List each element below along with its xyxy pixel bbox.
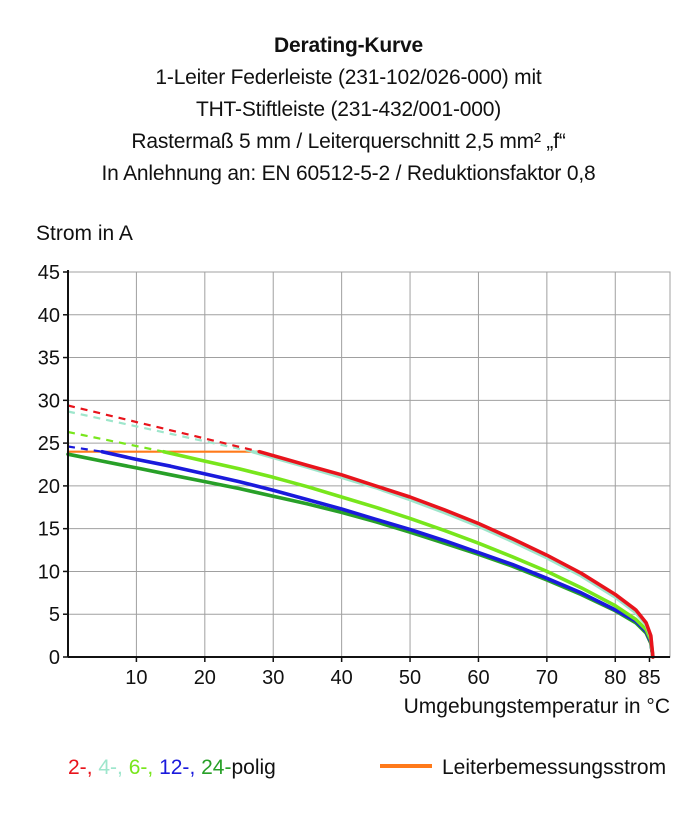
x-tick-label: 10 [125, 667, 147, 689]
chart-subtitle-line-4: In Anlehnung an: EN 60512-5-2 / Reduktio… [101, 162, 596, 185]
x-tick-label: 30 [262, 667, 284, 689]
legend-pole-text: , [147, 756, 160, 779]
series-line-4-polig [250, 449, 655, 659]
legend-pole-text: , [189, 756, 202, 779]
y-tick-label: 35 [38, 348, 60, 370]
legend-poles: 2-, 4-, 6-, 12-, 24-polig [68, 756, 276, 780]
y-axis-label: Strom in A [36, 222, 133, 245]
x-tick-label: 80 [604, 667, 626, 689]
series-line-6-polig [162, 449, 655, 659]
y-tick-label: 5 [49, 604, 60, 626]
y-tick-label: 45 [38, 262, 60, 284]
series-dashed-4-polig [67, 410, 253, 453]
y-tick-label: 0 [49, 647, 60, 669]
series-line-2-polig [257, 449, 655, 659]
legend-pole-text: 2- [68, 756, 87, 779]
series-dashed-12-polig [67, 445, 103, 453]
chart-title-block: Derating-Kurve 1-Leiter Federleiste (231… [0, 30, 697, 190]
y-tick-label: 30 [38, 390, 60, 412]
series-layer [66, 404, 655, 659]
legend-pole-text: 6- [128, 756, 148, 779]
chart-subtitle-line-2: THT-Stiftleiste (231-432/001-000) [195, 98, 502, 121]
legend-rated-label: Leiterbemessungsstrom [442, 756, 667, 779]
legend-pole-text: , [86, 756, 99, 779]
y-tick-label: 20 [38, 476, 60, 498]
series-line-12-polig [100, 449, 655, 659]
series-dashed-6-polig [67, 430, 165, 453]
legend-pole-text: 12- [159, 756, 190, 779]
x-tick-label: 20 [194, 667, 216, 689]
grid [67, 271, 671, 658]
y-tick-label: 25 [38, 433, 60, 455]
legend-line-swatch [380, 764, 432, 769]
x-tick-label: 40 [331, 667, 353, 689]
legend-pole-text: , [117, 756, 129, 779]
chart-subtitle-line-3: Rastermaß 5 mm / Leiterquerschnitt 2,5 m… [131, 130, 566, 153]
x-tick-label: 60 [467, 667, 489, 689]
legend-pole-text: 4- [98, 756, 118, 779]
x-tick-label: 50 [399, 667, 421, 689]
x-axis-label: Umgebungstemperatur in °C [404, 695, 670, 718]
y-tick-label: 10 [38, 561, 60, 583]
series-dashed-2-polig [67, 404, 260, 453]
y-tick-label: 15 [38, 519, 60, 541]
legend-pole-text: polig [231, 756, 276, 779]
legend-rated-current: Leiterbemessungsstrom [380, 756, 666, 780]
y-tick-label: 40 [38, 305, 60, 327]
axes: 0 5 10 15 20 25 30 35 40 45 10 20 30 40 50 60 70 80 85 [38, 262, 670, 689]
legend-pole-text: 24- [201, 756, 232, 779]
x-tick-label: 70 [536, 667, 558, 689]
chart-subtitle-line-1: 1-Leiter Federleiste (231-102/026-000) m… [155, 66, 542, 89]
x-tick-label: 85 [638, 667, 660, 689]
chart-title: Derating-Kurve [274, 34, 423, 57]
